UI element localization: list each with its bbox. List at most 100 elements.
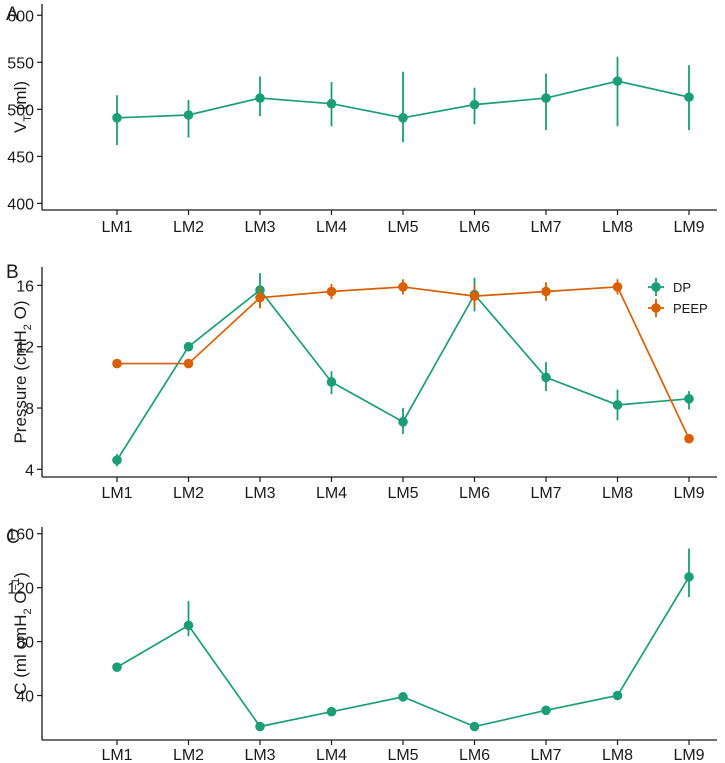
x-tick-label: LM7: [530, 219, 561, 236]
data-point: [112, 455, 122, 465]
y-tick-label: 160: [7, 527, 34, 544]
x-tick-label: LM4: [316, 747, 347, 763]
legend-key-point: [651, 303, 661, 313]
series-main: [112, 548, 694, 732]
y-axis-title-part: O: [11, 590, 30, 608]
x-tick-label: LM5: [387, 747, 418, 763]
data-point: [541, 93, 551, 103]
y-tick-label: 80: [16, 635, 34, 652]
x-tick-label: LM6: [459, 747, 490, 763]
y-tick-label: 40: [16, 689, 34, 706]
y-axis-title-part: 2: [22, 324, 34, 330]
y-tick-label: 120: [7, 581, 34, 598]
data-point: [398, 417, 408, 427]
x-tick-label: LM5: [387, 485, 418, 502]
y-axis-title-part: O): [11, 300, 30, 324]
series-line: [116, 288, 690, 461]
x-tick-label: LM9: [673, 485, 704, 502]
y-tick-label: 400: [7, 196, 34, 213]
data-point: [469, 721, 480, 732]
x-tick-label: LM1: [101, 747, 132, 763]
data-point: [612, 282, 623, 292]
series-peep: [112, 279, 694, 444]
y-axis-title: Pressure (cmH2 O): [11, 300, 34, 443]
data-point: [326, 706, 337, 717]
x-tick-label: LM2: [173, 219, 204, 236]
y-tick-label: 550: [7, 55, 34, 72]
x-tick-label: LM3: [244, 485, 275, 502]
y-tick-label: 4: [25, 462, 34, 479]
panel-b: B 4 8 12 16 LM1 LM2 LM3 LM4 LM5 LM6 LM7 LM8 LM9 Pressu…: [6, 262, 717, 502]
data-point: [112, 358, 122, 369]
data-point: [469, 99, 480, 110]
series-main: [112, 56, 694, 146]
x-tick-label: LM7: [530, 747, 561, 763]
data-point: [469, 291, 480, 301]
data-point: [183, 620, 194, 631]
y-tick-label: 12: [16, 340, 34, 357]
x-tick-label: LM8: [602, 747, 633, 763]
x-tick-label: LM1: [101, 485, 132, 502]
data-point: [684, 433, 694, 444]
data-point: [255, 721, 265, 732]
x-tick-label: LM6: [459, 485, 490, 502]
legend: DP PEEP: [648, 278, 708, 317]
data-point: [183, 110, 194, 120]
y-axis-title: C (ml cmH2 O−1): [10, 572, 34, 695]
data-point: [112, 662, 122, 673]
x-tick-label: LM4: [316, 485, 347, 502]
y-axis-title-part: (ml): [11, 81, 30, 115]
x-tick-label: LM3: [244, 219, 275, 236]
y-axis-title: VT (ml): [11, 81, 34, 133]
data-point: [684, 572, 694, 582]
data-point: [541, 286, 551, 297]
x-tick-label: LM2: [173, 747, 204, 763]
panel-a: A 400 450 500 550 600 LM1 LM2 LM3 LM4 LM5 LM6 LM7 LM8…: [6, 4, 717, 236]
data-point: [541, 705, 551, 716]
y-axis-title-part: −1: [10, 578, 22, 591]
series-line: [116, 576, 690, 728]
data-point: [398, 113, 408, 123]
x-tick-label: LM9: [673, 219, 704, 236]
y-axis-title-part: V: [11, 121, 30, 133]
data-point: [326, 286, 337, 297]
data-point: [612, 690, 623, 701]
data-point: [326, 377, 337, 387]
data-point: [541, 372, 551, 383]
data-point: [183, 358, 194, 369]
data-point: [112, 113, 122, 123]
y-tick-label: 16: [16, 278, 34, 295]
panel-c: C 40 80 120 160 LM1 LM2 LM3 LM4 LM5 LM6 LM7 LM8 LM9 C …: [6, 527, 717, 763]
y-tick-label: 600: [7, 8, 34, 25]
data-point: [398, 282, 408, 292]
x-tick-label: LM4: [316, 219, 347, 236]
data-point: [255, 93, 265, 103]
data-point: [612, 400, 623, 410]
x-tick-label: LM7: [530, 485, 561, 502]
x-tick-label: LM8: [602, 219, 633, 236]
x-tick-label: LM9: [673, 747, 704, 763]
y-tick-label: 450: [7, 149, 34, 166]
data-point: [255, 292, 265, 303]
y-axis-title-part: ): [11, 572, 30, 578]
x-tick-label: LM8: [602, 485, 633, 502]
data-point: [612, 76, 623, 86]
x-tick-label: LM3: [244, 747, 275, 763]
legend-key-point: [651, 282, 661, 292]
series-dp: [112, 273, 694, 467]
y-tick-label: 8: [25, 401, 34, 418]
y-axis-title-part: 2: [22, 608, 34, 614]
data-point: [183, 341, 194, 352]
legend-label: DP: [673, 280, 691, 295]
x-tick-label: LM6: [459, 219, 490, 236]
panel-label: A: [6, 4, 19, 25]
legend-label: PEEP: [673, 301, 708, 316]
data-point: [684, 394, 694, 404]
data-point: [326, 98, 337, 109]
y-axis-title-part: T: [22, 115, 34, 122]
y-axis-title-part: C (ml cmH: [11, 615, 30, 695]
panel-label: C: [6, 527, 20, 548]
panel-label: B: [6, 262, 19, 283]
x-tick-label: LM5: [387, 219, 418, 236]
